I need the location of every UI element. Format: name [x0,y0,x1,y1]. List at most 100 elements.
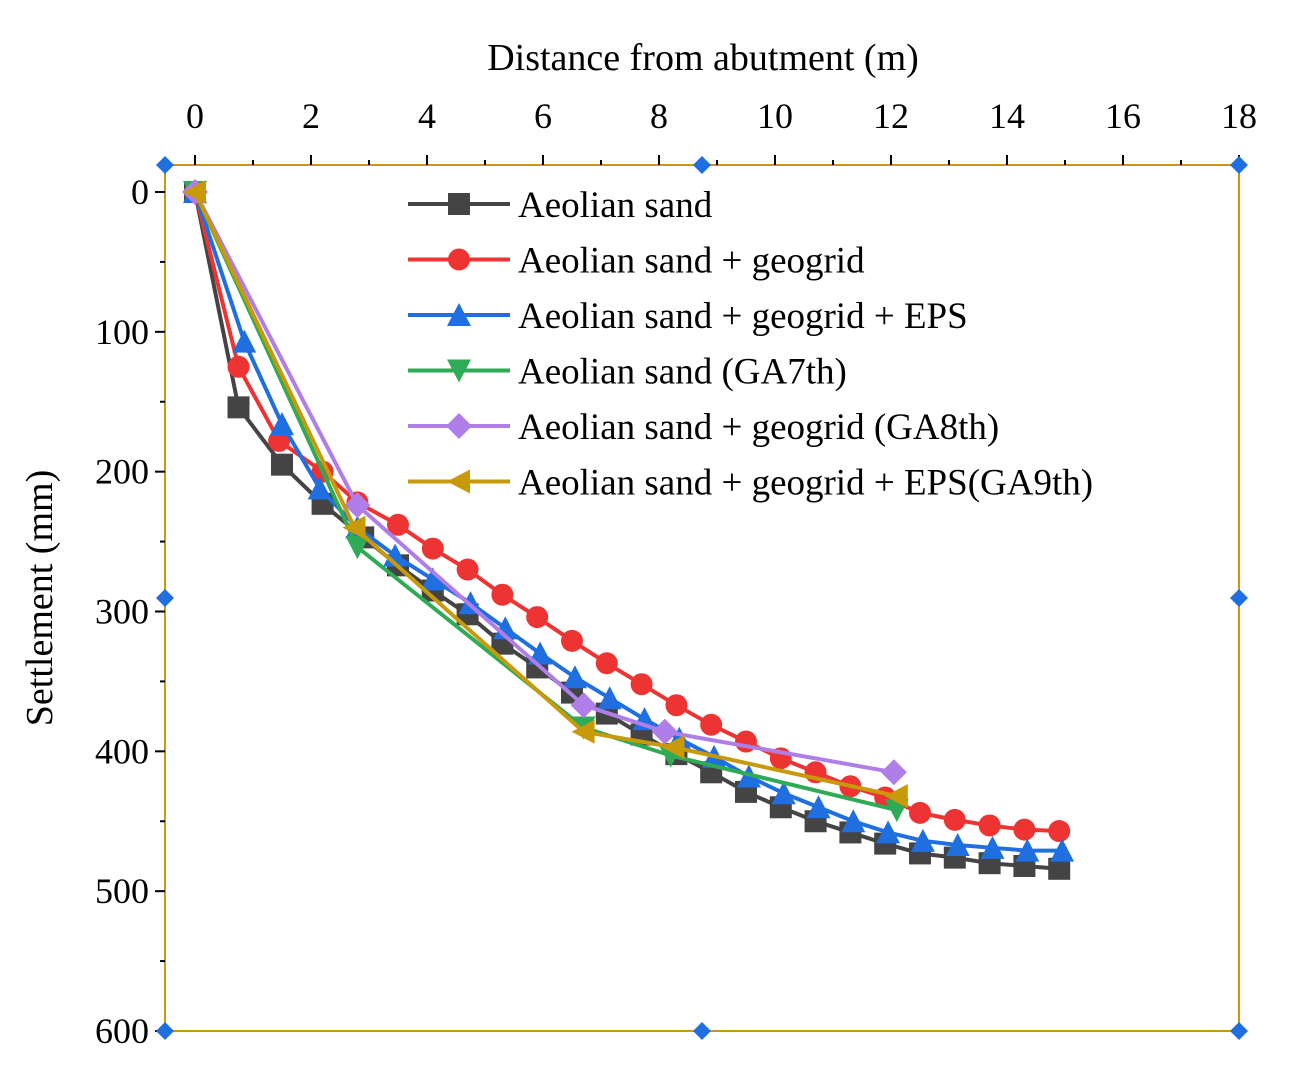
legend-label: Aeolian sand + geogrid (GA8th) [518,407,999,448]
x-tick-label: 14 [989,96,1025,136]
data-point [491,583,514,606]
data-point [345,536,370,560]
legend-item: Aeolian sand [408,185,713,226]
x-tick-label: 12 [873,96,909,136]
data-point [630,673,653,696]
data-point [665,694,688,717]
data-point [232,329,257,353]
resize-handle[interactable] [156,1022,174,1040]
x-axis-title: Distance from abutment (m) [487,37,919,79]
legend-item: Aeolian sand (GA7th) [408,352,847,393]
data-point [806,795,831,819]
legend: Aeolian sand Aeolian sand + geogrid Aeolia… [408,185,1093,504]
data-point [876,820,901,844]
data-point [1013,818,1036,841]
resize-handle[interactable] [1230,156,1248,174]
legend-marker [447,303,471,326]
data-point [493,616,518,640]
data-point [597,686,622,710]
resize-handle[interactable] [156,589,174,607]
data-point [1048,820,1071,843]
resize-handle[interactable] [693,156,711,174]
x-tick-label: 10 [757,96,793,136]
data-point [526,606,549,629]
resize-handle[interactable] [1230,1022,1248,1040]
legend-item: Aeolian sand + geogrid + EPS(GA9th) [408,463,1093,504]
y-tick-label: 600 [95,1011,149,1051]
data-point [978,814,1001,837]
legend-marker [446,413,472,439]
data-point [561,629,583,652]
data-point [570,692,597,719]
data-point [910,828,935,852]
y-tick-label: 400 [95,731,149,771]
y-axis-title: Settlement (mm) [19,470,61,726]
data-point [307,476,332,500]
resize-handle[interactable] [156,156,174,174]
data-point [1050,838,1075,862]
legend-label: Aeolian sand (GA7th) [518,352,847,393]
x-tick-label: 0 [186,96,204,136]
data-point [943,808,966,831]
data-point [562,665,587,689]
data-point [571,719,595,744]
legend-label: Aeolian sand + geogrid + EPS [518,296,968,337]
data-point [880,759,907,786]
legend-marker [447,359,471,383]
data-point [227,355,250,378]
resize-handle[interactable] [1230,589,1248,607]
x-tick-label: 2 [302,96,320,136]
legend-label: Aeolian sand [518,185,713,226]
data-point [183,180,206,204]
data-point [909,801,931,824]
legend-label: Aeolian sand + geogrid + EPS(GA9th) [518,463,1093,504]
data-point [771,781,796,805]
data-point [884,784,908,809]
data-point [456,558,479,581]
data-point [270,412,294,436]
x-tick-label: 6 [534,96,552,136]
selection-handles[interactable] [156,156,1248,1040]
legend-item: Aeolian sand + geogrid + EPS [408,296,968,337]
data-point [420,567,445,591]
data-point [651,718,678,745]
y-tick-label: 500 [95,871,149,911]
legend-label: Aeolian sand + geogrid [518,241,865,282]
y-tick-label: 0 [131,172,149,212]
resize-handle[interactable] [693,1022,711,1040]
plot-frame [164,164,1240,1032]
data-point [344,492,371,519]
series-5 [182,179,907,786]
data-point [945,833,970,857]
data-point [528,641,553,665]
y-tick-label: 300 [95,592,149,632]
data-point [661,735,685,760]
data-point [268,429,291,452]
data-point [980,835,1005,859]
legend-marker [448,248,470,271]
data-point [1015,838,1040,862]
data-point [271,453,293,476]
data-point [421,537,444,560]
data-point [841,809,866,833]
axes: 0 2 4 6 8 10 12 14 16 18 0 100 200 300 400 500 600 [95,96,1257,1051]
y-tick-label: 200 [95,452,149,492]
data-point [700,713,723,736]
data-point [227,396,250,419]
series-layer [182,179,1075,880]
legend-marker [447,469,470,494]
x-tick-label: 8 [650,96,668,136]
x-tick-label: 16 [1105,96,1141,136]
series-6 [183,180,908,809]
data-point [342,515,366,540]
data-point [595,652,618,675]
x-tick-label: 4 [418,96,436,136]
legend-marker [448,193,470,215]
legend-item: Aeolian sand + geogrid (GA8th) [408,407,999,448]
legend-item: Aeolian sand + geogrid [408,241,865,282]
y-tick-label: 100 [95,312,149,352]
data-point [387,513,409,536]
data-point [1048,857,1071,880]
x-tick-label: 18 [1221,96,1257,136]
